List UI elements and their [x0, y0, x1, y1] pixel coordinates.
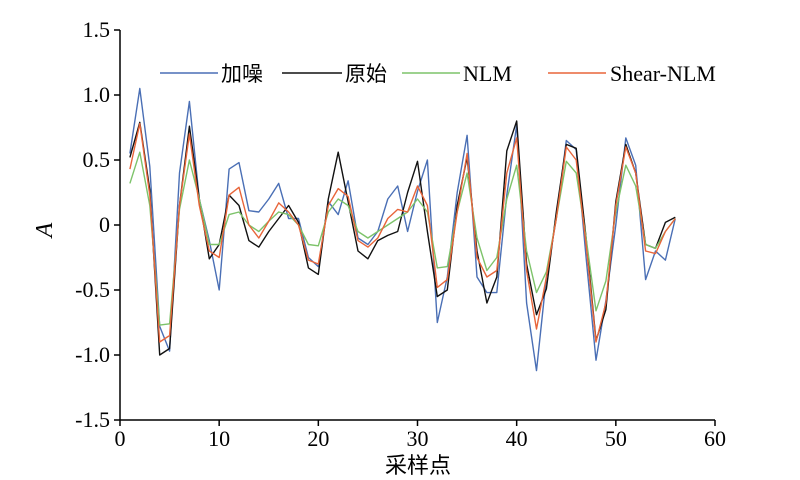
- legend-label-4: Shear-NLM: [610, 61, 716, 86]
- ticks-layer: 1.51.00.50-0.5-1.0-1.50 10 20 30 40 50 60: [75, 17, 726, 451]
- y-tick-label: -1.0: [75, 342, 110, 367]
- series-line-3: [129, 151, 676, 326]
- y-axis-title: A: [32, 222, 58, 239]
- series-line-4: [129, 122, 676, 343]
- x-tick-label: 10: [208, 426, 230, 451]
- x-tick-label: 30: [407, 426, 429, 451]
- x-tick-label: 20: [307, 426, 329, 451]
- y-tick-label: 1.5: [83, 17, 111, 42]
- x-tick-label: 60: [704, 426, 726, 451]
- y-tick-label: 1.0: [83, 82, 111, 107]
- x-axis-title: 采样点: [385, 454, 451, 479]
- x-tick-label: 50: [605, 426, 627, 451]
- legend: 加噪 原始 NLM Shear-NLM: [160, 61, 716, 86]
- axes-layer: [119, 30, 715, 421]
- y-tick-label: 0: [99, 212, 110, 237]
- legend-label-2: 原始: [345, 62, 387, 86]
- legend-label-1: 加噪: [221, 62, 263, 86]
- series-line-1: [129, 87, 676, 372]
- series-layer: [129, 87, 676, 372]
- x-tick-label: 40: [506, 426, 528, 451]
- x-tick-label: 0: [115, 426, 126, 451]
- y-tick-label: -0.5: [75, 277, 110, 302]
- y-tick-label: -1.5: [75, 407, 110, 432]
- y-tick-label: 0.5: [83, 147, 111, 172]
- legend-label-3: NLM: [463, 61, 512, 86]
